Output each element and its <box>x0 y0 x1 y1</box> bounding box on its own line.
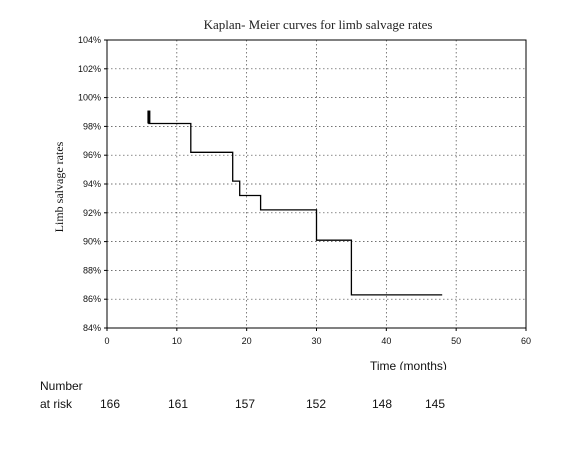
y-tick-label: 94% <box>83 179 101 189</box>
y-tick-label: 104% <box>78 35 101 45</box>
tick-layer: 84% 86% 88% 90% 92% 94% 96% 98% 100% 102% 104% 0 10 2… <box>78 35 531 346</box>
y-tick-label: 88% <box>83 265 101 275</box>
x-tick-label: 50 <box>451 336 461 346</box>
y-tick-label: 96% <box>83 150 101 160</box>
x-tick-label: 10 <box>172 336 182 346</box>
chart-title: Kaplan- Meier curves for limb salvage ra… <box>204 17 433 32</box>
x-tick-label: 20 <box>242 336 252 346</box>
y-tick-label: 84% <box>83 323 101 333</box>
km-chart: 84% 86% 88% 90% 92% 94% 96% 98% 100% 102% 104% 0 10 2… <box>52 17 531 370</box>
x-tick-label: 0 <box>104 336 109 346</box>
risk-count: 145 <box>425 397 446 411</box>
risk-count: 152 <box>306 397 327 411</box>
risk-count: 166 <box>100 397 121 411</box>
chart-frame: 84% 86% 88% 90% 92% 94% 96% 98% 100% 102% 104% 0 10 2… <box>52 17 532 370</box>
y-axis-label: Limb salvage rates <box>52 141 66 232</box>
x-tick-label: 30 <box>311 336 321 346</box>
risk-count: 157 <box>235 397 256 411</box>
y-tick-label: 102% <box>78 64 101 74</box>
km-survival-curve <box>148 110 443 296</box>
risk-count: 148 <box>372 397 393 411</box>
x-tick-label: 40 <box>381 336 391 346</box>
y-tick-label: 90% <box>83 237 101 247</box>
x-tick-label: 60 <box>521 336 531 346</box>
risk-label-at-risk: at risk <box>40 397 73 411</box>
y-tick-label: 92% <box>83 208 101 218</box>
y-tick-label: 98% <box>83 121 101 131</box>
risk-label-number: Number <box>40 379 83 393</box>
x-axis-label: Time (months) <box>370 359 447 370</box>
risk-count: 161 <box>168 397 189 411</box>
y-tick-label: 100% <box>78 93 101 103</box>
y-tick-label: 86% <box>83 294 101 304</box>
grid-layer <box>107 40 526 328</box>
